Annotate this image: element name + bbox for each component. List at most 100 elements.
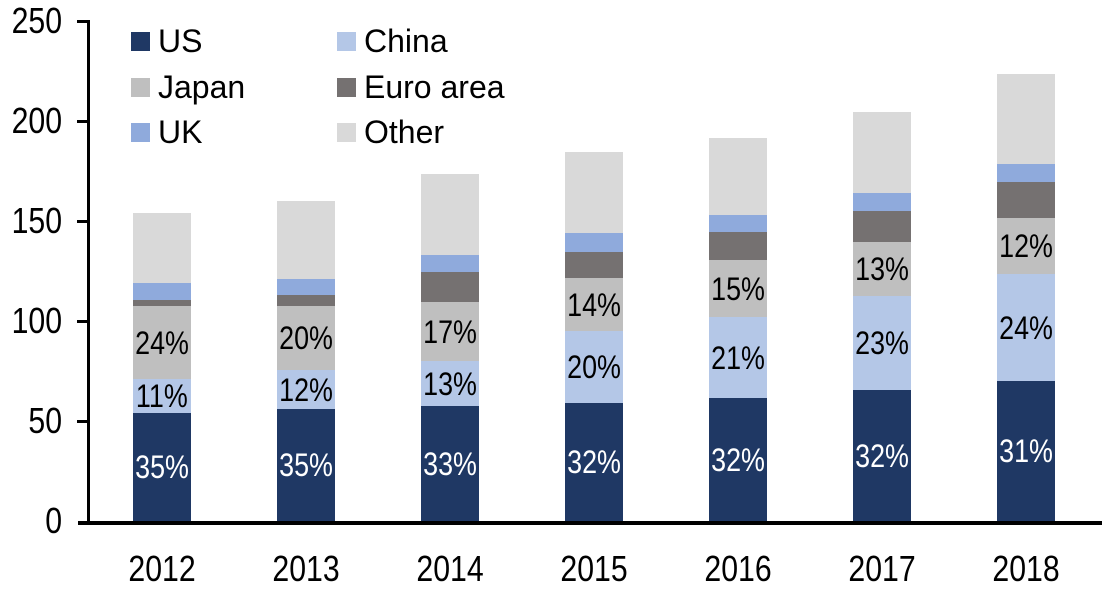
bar-segment-us-2017: 32%: [853, 390, 911, 521]
x-axis-label-2013: 2013: [236, 551, 376, 587]
legend-swatch-uk: [131, 122, 150, 142]
bar-segment-uk-2018: [997, 164, 1055, 182]
bar-segment-japan-2017: 13%: [853, 242, 911, 296]
bar-segment-euro-area-2016: [709, 232, 767, 260]
bar-segment-euro-area-2017: [853, 211, 911, 242]
y-axis-tick: [77, 220, 88, 223]
bar-segment-japan-2016: 15%: [709, 260, 767, 317]
bar-segment-china-2016: 21%: [709, 317, 767, 398]
bar-segment-china-2013: 12%: [277, 370, 335, 409]
x-axis-label-text: 2016: [704, 548, 772, 589]
bar-segment-label: 13%: [855, 251, 909, 287]
bar-segment-other-2013: [277, 201, 335, 279]
y-axis-label: 0: [0, 503, 62, 539]
bar-segment-other-2012: [133, 213, 191, 283]
x-axis-label-2015: 2015: [524, 551, 664, 587]
bar-segment-euro-area-2013: [277, 295, 335, 306]
x-axis-label-text: 2012: [128, 548, 196, 589]
x-axis-label-2016: 2016: [668, 551, 808, 587]
bar-segment-label: 12%: [279, 371, 333, 408]
x-axis-label-text: 2013: [272, 548, 340, 589]
legend-label-euro-area: Euro area: [364, 69, 505, 105]
bar-segment-other-2016: [709, 138, 767, 215]
bar-segment-china-2017: 23%: [853, 296, 911, 390]
legend-item-uk: UK: [131, 115, 202, 149]
x-axis-label-text: 2015: [560, 548, 628, 589]
bar-segment-label: 35%: [135, 449, 189, 485]
bar-segment-label: 31%: [999, 433, 1053, 469]
bar-segment-other-2017: [853, 112, 911, 193]
y-axis-label-text: 250: [11, 0, 62, 41]
bar-segment-china-2018: 24%: [997, 274, 1055, 381]
bar-segment-euro-area-2018: [997, 182, 1055, 218]
legend-item-us: US: [131, 24, 202, 58]
bar-segment-us-2013: 35%: [277, 409, 335, 521]
y-axis-tick: [77, 20, 88, 23]
legend-swatch-japan: [131, 77, 150, 97]
legend-label-japan: Japan: [158, 69, 246, 105]
bar-segment-label: 17%: [423, 313, 477, 350]
bar-segment-label: 23%: [855, 325, 909, 361]
bar-segment-label: 32%: [855, 437, 909, 474]
x-axis-label-2017: 2017: [812, 551, 952, 587]
bar-segment-label: 35%: [279, 447, 333, 483]
bar-segment-japan-2012: 24%: [133, 306, 191, 379]
bar-segment-japan-2013: 20%: [277, 306, 335, 370]
x-axis-label-text: 2018: [992, 548, 1060, 589]
bar-segment-uk-2016: [709, 215, 767, 232]
bar-segment-label: 32%: [711, 441, 765, 478]
y-axis-line: [87, 20, 90, 522]
y-axis-label: 200: [0, 103, 62, 139]
bar-segment-japan-2018: 12%: [997, 218, 1055, 274]
bar-segment-china-2012: 11%: [133, 379, 191, 413]
x-axis-label-2012: 2012: [92, 551, 232, 587]
bar-segment-us-2016: 32%: [709, 398, 767, 521]
bar-segment-china-2015: 20%: [565, 331, 623, 403]
x-axis-label-text: 2017: [848, 548, 916, 589]
bar-segment-other-2014: [421, 174, 479, 255]
y-axis-label-text: 200: [11, 100, 62, 141]
legend-swatch-us: [131, 31, 150, 51]
bar-segment-label: 21%: [711, 339, 765, 376]
legend-label-other: Other: [364, 114, 445, 150]
bar-segment-label: 33%: [423, 445, 477, 482]
y-axis-label-text: 0: [45, 500, 62, 541]
legend-item-japan: Japan: [131, 70, 245, 104]
bar-segment-uk-2013: [277, 279, 335, 295]
legend-item-euro-area: Euro area: [337, 70, 505, 104]
bar-segment-uk-2012: [133, 283, 191, 300]
y-axis-label-text: 150: [11, 200, 62, 241]
bar-segment-euro-area-2012: [133, 300, 191, 306]
bar-segment-label: 14%: [567, 286, 621, 323]
x-axis-line: [78, 521, 1102, 525]
legend-swatch-euro-area: [337, 77, 356, 97]
bar-segment-label: 20%: [567, 349, 621, 385]
bar-segment-japan-2014: 17%: [421, 302, 479, 361]
y-axis-label: 150: [0, 203, 62, 239]
bar-segment-label: 13%: [423, 365, 477, 402]
legend-label-uk: UK: [158, 114, 203, 150]
bar-segment-label: 15%: [711, 270, 765, 307]
y-axis-label-text: 50: [28, 400, 62, 441]
legend-label-china: China: [364, 23, 448, 59]
legend-label-us: US: [158, 23, 203, 59]
bar-segment-other-2015: [565, 152, 623, 233]
y-axis-label: 100: [0, 303, 62, 339]
bar-segment-euro-area-2014: [421, 272, 479, 302]
bar-segment-label: 24%: [999, 309, 1053, 346]
x-axis-label-text: 2014: [416, 548, 484, 589]
legend-item-china: China: [337, 24, 448, 58]
bar-segment-uk-2017: [853, 193, 911, 211]
bar-segment-label: 11%: [136, 378, 188, 414]
legend-swatch-other: [337, 122, 356, 142]
bar-segment-us-2014: 33%: [421, 406, 479, 521]
y-axis-label: 50: [0, 403, 62, 439]
x-axis-label-2014: 2014: [380, 551, 520, 587]
bar-segment-label: 24%: [135, 324, 189, 361]
bar-segment-label: 32%: [567, 444, 621, 480]
legend-swatch-china: [337, 31, 356, 51]
y-axis-label: 250: [0, 3, 62, 39]
bar-segment-us-2012: 35%: [133, 413, 191, 521]
x-axis-label-2018: 2018: [956, 551, 1096, 587]
